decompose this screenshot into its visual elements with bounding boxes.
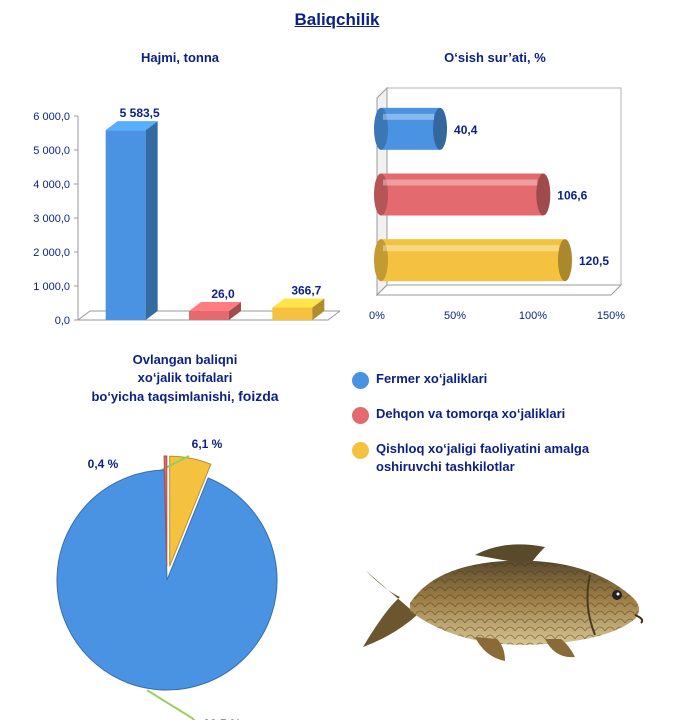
pie-title-line-3: bo‘yicha taqsimlanishi, <box>91 389 235 404</box>
bar-side <box>312 298 325 320</box>
bar <box>374 107 448 150</box>
bar-side <box>145 121 158 320</box>
bar-top <box>189 302 241 311</box>
bar-highlight <box>383 113 435 120</box>
bar <box>272 298 325 320</box>
page-title: Baliqchilik <box>294 10 380 29</box>
growth-bar-chart: 0% 50% 100% 150% 40,4 106,6 120,5 <box>369 86 625 322</box>
x-tick-label: 50% <box>444 310 466 322</box>
pie-value-label: 6,1 % <box>192 437 223 451</box>
bar-top <box>105 121 158 131</box>
legend-label: Dehqon va tomorqa xo‘jaliklari <box>376 406 566 421</box>
bar <box>189 302 241 320</box>
bar-value-label: 366,7 <box>291 284 321 298</box>
x-tick-label: 150% <box>597 310 625 322</box>
legend-swatch-yellow <box>352 442 369 459</box>
legend-label: Qishloq xo‘jaligi faoliyatini amalga osh… <box>376 441 590 474</box>
y-tick-label: 5 000,0 <box>33 145 70 157</box>
bar-side <box>229 302 241 320</box>
bar-end-cap <box>536 173 551 216</box>
bar <box>374 239 572 282</box>
legend-item-dehqon: Dehqon va tomorqa xo‘jaliklari <box>352 405 662 424</box>
x-tick-label: 100% <box>519 310 547 322</box>
fish-image <box>363 544 644 661</box>
pie-title-line-2: xo‘jalik toifalari <box>137 370 233 385</box>
pie-title-suffix: foizda <box>238 388 279 404</box>
bar-body <box>381 107 441 150</box>
x-tick-label: 0% <box>369 310 385 322</box>
bar-value-label: 26,0 <box>211 287 235 301</box>
bar-value-label: 5 583,5 <box>120 106 160 120</box>
bar-end-cap <box>557 239 572 282</box>
bar-value-label: 120,5 <box>579 254 609 268</box>
pie-value-label: 93,5 % <box>203 717 241 720</box>
leader-line <box>146 689 196 720</box>
bar-front <box>272 307 313 320</box>
y-tick-label: 3 000,0 <box>33 213 70 225</box>
bar-body <box>381 173 544 216</box>
bar-highlight <box>383 245 559 252</box>
bar <box>374 173 551 216</box>
bar <box>105 121 158 320</box>
bar-start-cap <box>374 173 388 216</box>
volume-bar-chart: 0,0 1 000,0 2 000,0 3 000,0 4 000,0 5 000,0 6 … <box>33 106 340 327</box>
y-tick-label: 0,0 <box>55 315 70 327</box>
legend-label: Fermer xo‘jaliklari <box>376 371 488 386</box>
pie-value-label: 0,4 % <box>88 457 119 471</box>
bar-body <box>381 239 565 282</box>
legend: Fermer xo‘jaliklari Dehqon va tomorqa xo… <box>352 370 662 492</box>
bar-start-cap <box>374 107 388 150</box>
growth-chart-title: O‘sish sur’ati, % <box>444 50 546 65</box>
y-tick-label: 2 000,0 <box>33 247 70 259</box>
bar-front <box>105 130 146 320</box>
bar-value-label: 40,4 <box>454 123 478 137</box>
bar-top <box>272 298 325 308</box>
pie-title-line-1: Ovlangan baliqni <box>132 352 238 367</box>
bar-highlight <box>383 179 538 186</box>
floor <box>375 284 623 296</box>
share-pie-chart: 6,1 % 93,5 % 0,4 % <box>56 437 278 720</box>
y-tick-label: 4 000,0 <box>33 179 70 191</box>
bar-end-cap <box>433 107 448 150</box>
legend-item-tashkilot: Qishloq xo‘jaligi faoliyatini amalga osh… <box>352 440 662 476</box>
bar-start-cap <box>374 239 388 282</box>
legend-item-fermer: Fermer xo‘jaliklari <box>352 370 662 389</box>
bar-value-label: 106,6 <box>557 189 587 203</box>
legend-swatch-red <box>352 407 369 424</box>
pie-slice <box>56 469 278 691</box>
pie-chart-title: Ovlangan baliqni xo‘jalik toifalari bo‘y… <box>40 351 330 406</box>
y-tick-label: 6 000,0 <box>33 111 70 123</box>
legend-swatch-blue <box>352 372 369 389</box>
y-tick-label: 1 000,0 <box>33 281 70 293</box>
pie-slice <box>163 455 168 567</box>
bar-front <box>189 311 229 320</box>
pie-slice <box>169 455 212 567</box>
volume-chart-title: Hajmi, tonna <box>140 50 219 65</box>
